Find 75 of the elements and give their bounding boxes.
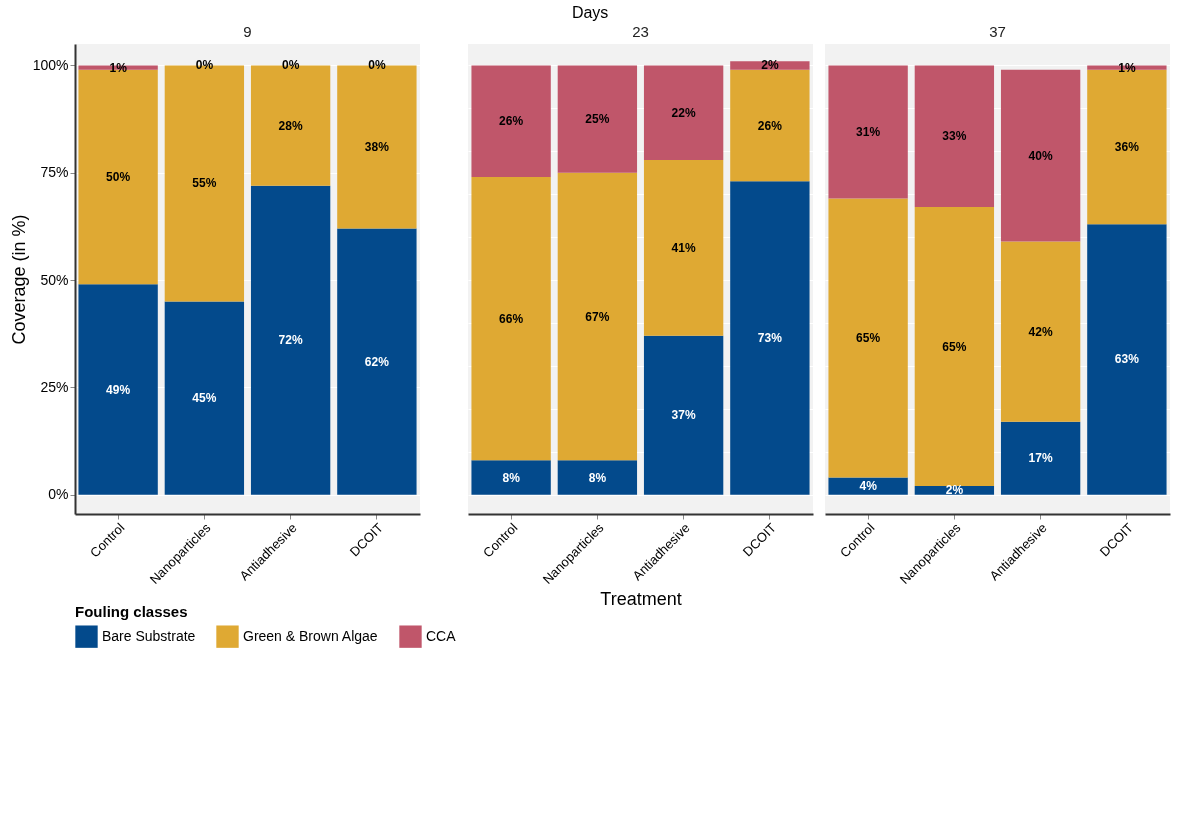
data-label: 36% (1114, 140, 1140, 155)
data-label: 50% (106, 170, 131, 185)
bar (643, 65, 724, 160)
bar (730, 61, 810, 70)
data-label: 41% (671, 240, 696, 255)
data-label: 37% (671, 408, 696, 423)
data-label: 49% (106, 382, 131, 397)
data-label: 1% (1118, 60, 1136, 75)
bar (828, 477, 908, 495)
chart-title: 9 (243, 23, 252, 40)
data-label: 26% (499, 114, 524, 129)
bar (557, 460, 638, 495)
data-label: 8% (588, 470, 607, 485)
data-label: 55% (192, 176, 217, 191)
data-label: 33% (942, 129, 967, 144)
bar (914, 65, 995, 208)
bar (828, 65, 908, 199)
data-label: 73% (757, 331, 783, 346)
bar (337, 228, 417, 495)
data-label: 31% (856, 124, 881, 139)
data-label: 4% (859, 479, 878, 494)
text: Days (571, 4, 609, 21)
data-label: 67% (585, 309, 610, 324)
bar (250, 185, 331, 495)
y-tick-label: 75% (40, 164, 69, 181)
bar (78, 65, 158, 70)
bar (471, 177, 551, 461)
chart-title: 37 (989, 23, 1006, 40)
data-label: 42% (1028, 324, 1053, 339)
bar (914, 207, 995, 487)
y-tick-label: 25% (40, 378, 69, 395)
data-label: 1% (109, 60, 128, 75)
y-tick-label: 0% (48, 486, 69, 503)
legend-title: Fouling classes (75, 603, 188, 620)
bar (471, 65, 551, 178)
data-label: 38% (364, 140, 390, 155)
bar (471, 460, 551, 495)
legend-label: Bare Substrate (102, 627, 196, 644)
bar (78, 284, 158, 495)
bar (164, 301, 245, 495)
data-label: 26% (757, 118, 783, 133)
legend-label: CCA (426, 627, 457, 644)
data-label: 65% (942, 339, 967, 354)
chart-title: 23 (632, 23, 649, 40)
data-label: 66% (499, 311, 524, 326)
y-axis-title: Coverage (in %) (8, 214, 29, 345)
bar (643, 159, 724, 336)
bar (557, 172, 638, 461)
data-label: 25% (585, 112, 610, 127)
data-label: 2% (945, 483, 964, 498)
data-label: 8% (502, 470, 521, 485)
data-label: 62% (364, 354, 390, 369)
bar (828, 198, 908, 478)
data-label: 40% (1028, 148, 1053, 163)
bar (557, 65, 638, 173)
bar (1000, 241, 1081, 422)
bar (1000, 69, 1081, 242)
y-tick-label: 50% (40, 271, 69, 288)
data-label: 63% (1114, 352, 1140, 367)
bar (1087, 65, 1167, 70)
bar (730, 181, 810, 495)
data-label: 17% (1028, 451, 1053, 466)
legend-label: Green & Brown Algae (243, 627, 378, 644)
data-label: 22% (671, 105, 696, 120)
data-label: 2% (761, 58, 779, 73)
bar (643, 335, 724, 495)
bar (1087, 224, 1167, 495)
data-label: 45% (192, 391, 217, 406)
bar (1000, 421, 1081, 495)
x-axis-title: Treatment (600, 588, 682, 609)
y-tick-label: 100% (32, 56, 69, 73)
data-label: 72% (278, 333, 303, 348)
data-label: 65% (856, 331, 881, 346)
bar (730, 69, 810, 182)
data-label: 28% (278, 118, 303, 133)
